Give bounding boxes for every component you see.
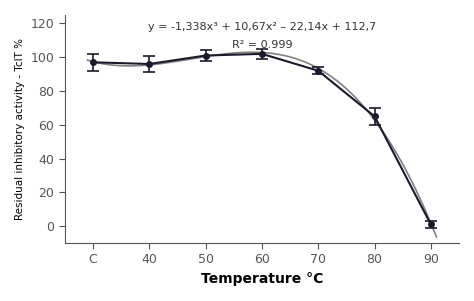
Y-axis label: Residual inhibitory activity - TcIT %: Residual inhibitory activity - TcIT % [15, 38, 25, 220]
X-axis label: Temperature °C: Temperature °C [201, 272, 323, 286]
Text: y = -1,338x³ + 10,67x² – 22,14x + 112,7: y = -1,338x³ + 10,67x² – 22,14x + 112,7 [148, 22, 376, 32]
Text: R² = 0.999: R² = 0.999 [232, 40, 292, 50]
